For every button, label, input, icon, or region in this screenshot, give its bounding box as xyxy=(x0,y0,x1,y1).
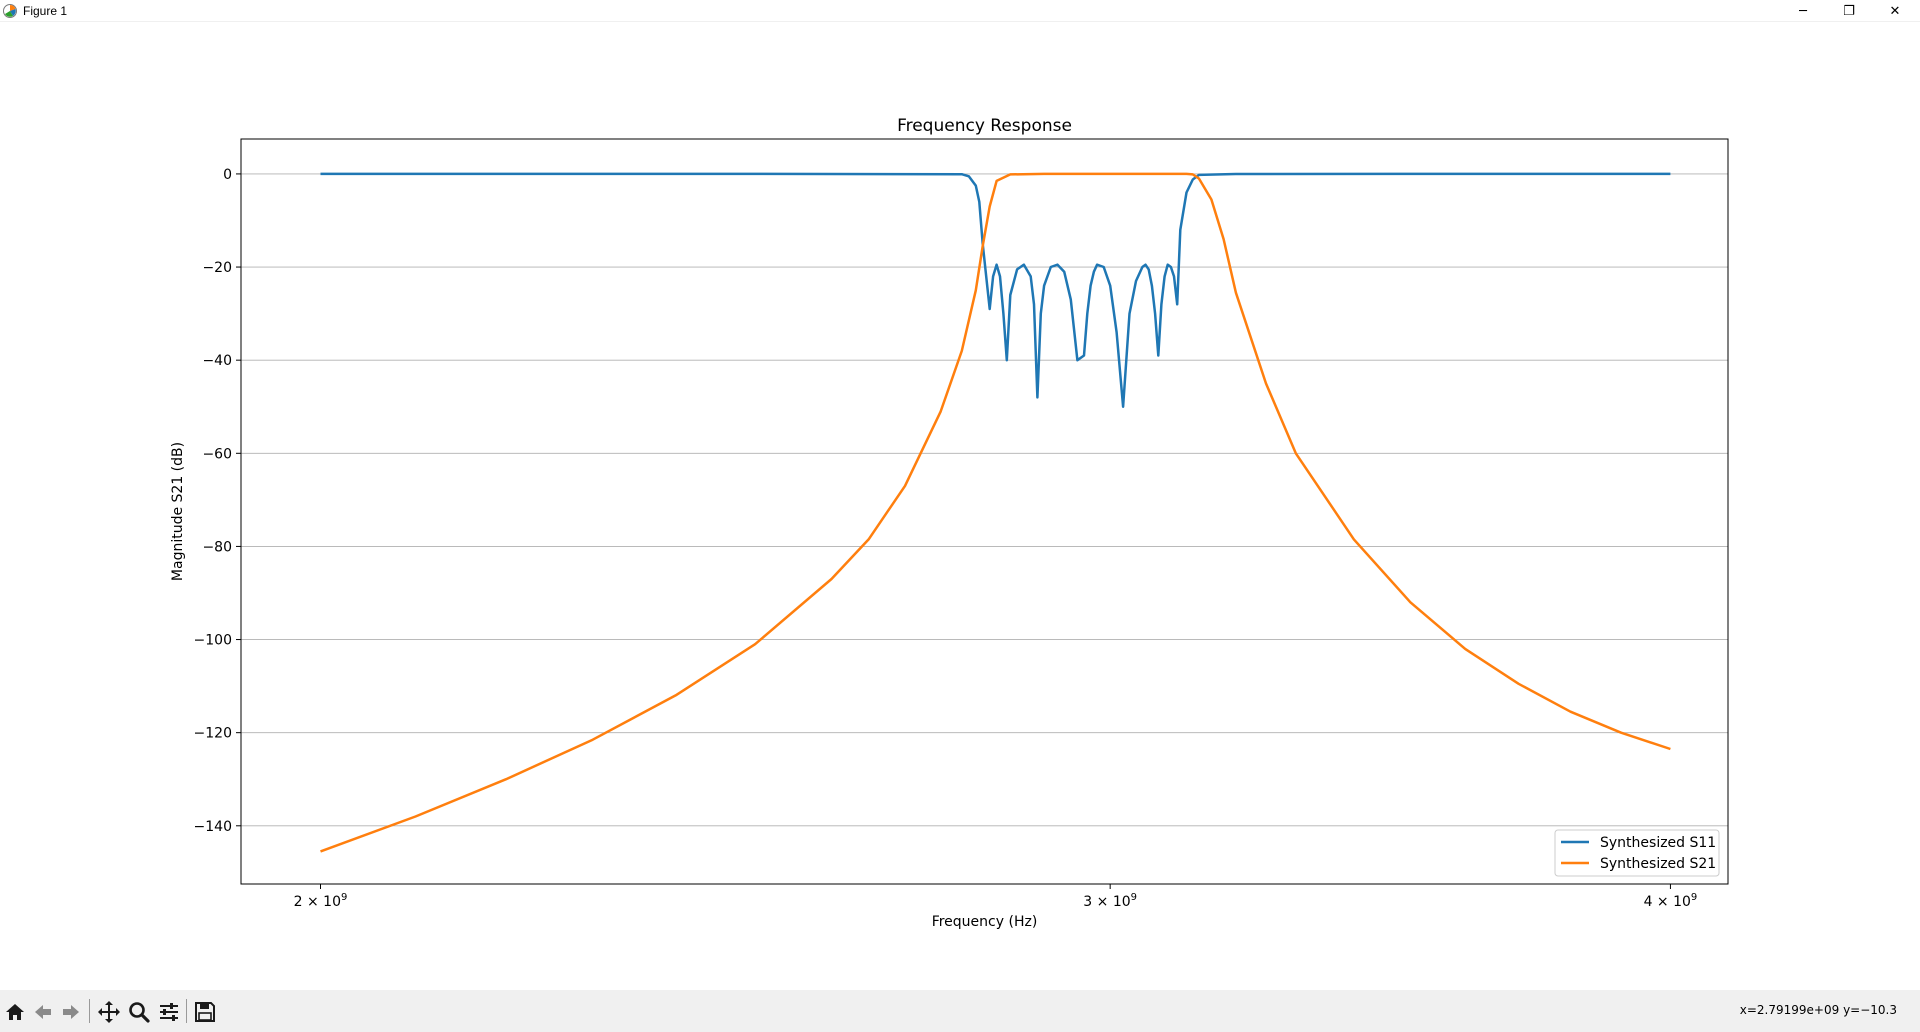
axes-frame xyxy=(240,138,1729,885)
y-axis-label: Magnitude S21 (dB) xyxy=(170,442,186,581)
y-tick-label: −60 xyxy=(202,446,232,462)
maximize-button[interactable]: ❐ xyxy=(1826,0,1872,22)
maximize-icon: ❐ xyxy=(1843,3,1855,19)
y-tick-label: −40 xyxy=(202,353,232,369)
back-arrow-icon xyxy=(35,1005,51,1019)
close-button[interactable]: ✕ xyxy=(1872,0,1918,22)
minimize-icon: ─ xyxy=(1799,3,1807,19)
window-title: Figure 1 xyxy=(23,4,68,18)
y-tick-label: −140 xyxy=(194,819,232,835)
x-tick-label: 4 × 109 xyxy=(1644,892,1698,910)
series-s11-line xyxy=(320,172,1671,408)
save-button[interactable] xyxy=(192,999,218,1025)
y-tick-label: −80 xyxy=(202,539,232,555)
series-s21-line xyxy=(320,172,1671,853)
home-button[interactable] xyxy=(2,999,28,1025)
zoom-button[interactable] xyxy=(126,999,152,1025)
configure-subplots-icon xyxy=(160,1003,178,1021)
zoom-icon xyxy=(129,1002,150,1023)
forward-arrow-icon xyxy=(63,1005,79,1019)
minimize-button[interactable]: ─ xyxy=(1780,0,1826,22)
window-titlebar: Figure 1 ─ ❐ ✕ xyxy=(0,0,1920,22)
y-tick-label: −20 xyxy=(202,260,232,276)
legend: Synthesized S11 Synthesized S21 xyxy=(1554,829,1720,877)
x-axis-label: Frequency (Hz) xyxy=(932,914,1038,930)
cursor-coordinates: x=2.79199e+09 y=−10.3 xyxy=(1739,1003,1897,1017)
pan-button[interactable] xyxy=(96,999,122,1025)
close-icon: ✕ xyxy=(1889,3,1901,19)
save-icon xyxy=(195,1002,215,1022)
chart: 0 −20 −40 −60 −80 −100 −120 −140 2 × 109 3 × 109 4… xyxy=(170,116,1729,930)
figure-canvas[interactable]: 0 −20 −40 −60 −80 −100 −120 −140 2 × 109 3 × 109 4… xyxy=(0,22,1920,990)
y-tick-label: 0 xyxy=(223,167,232,183)
y-tick-label: −120 xyxy=(194,726,232,742)
chart-title: Frequency Response xyxy=(897,116,1072,136)
toolbar-separator xyxy=(186,999,187,1023)
home-icon xyxy=(6,1004,24,1020)
navigation-toolbar: x=2.79199e+09 y=−10.3 xyxy=(0,990,1920,1032)
pan-icon xyxy=(98,1001,120,1023)
back-button[interactable] xyxy=(30,999,56,1025)
toolbar-separator xyxy=(89,999,90,1023)
matplotlib-logo-icon xyxy=(3,4,17,18)
legend-box xyxy=(1554,829,1720,877)
legend-s11-label: Synthesized S11 xyxy=(1600,835,1716,851)
y-tick-label: −100 xyxy=(194,633,232,649)
x-tick-label: 2 × 109 xyxy=(294,892,348,910)
configure-subplots-button[interactable] xyxy=(156,999,182,1025)
forward-button[interactable] xyxy=(58,999,84,1025)
legend-s21-label: Synthesized S21 xyxy=(1600,856,1716,872)
x-tick-label: 3 × 109 xyxy=(1083,892,1137,910)
